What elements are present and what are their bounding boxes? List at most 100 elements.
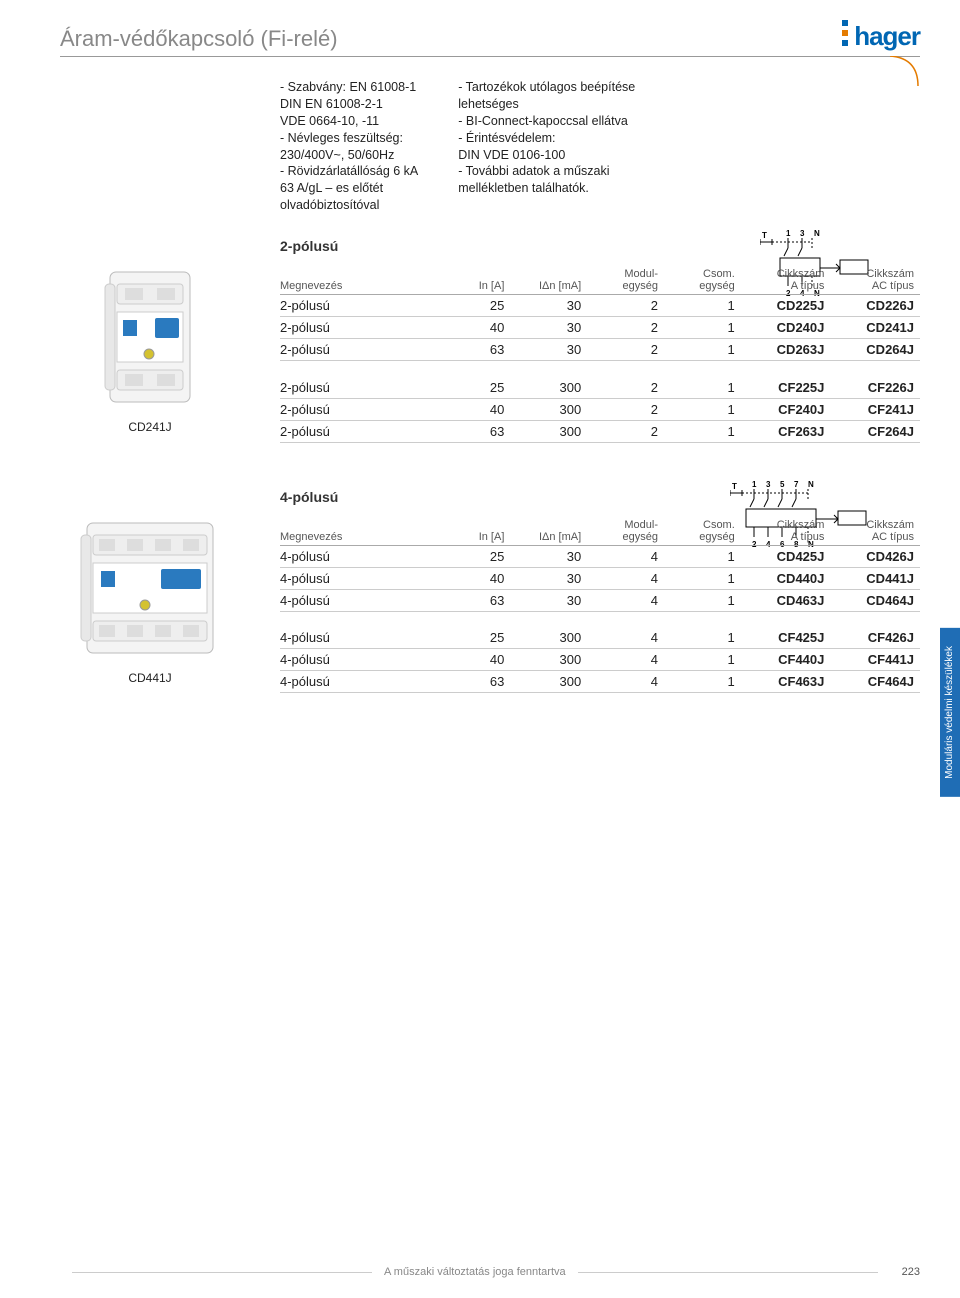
spec-item: - Szabvány: EN 61008-1: [280, 79, 418, 96]
column-header: CikkszámA típus: [741, 515, 831, 546]
svg-text:7: 7: [794, 480, 799, 489]
table-row: 2-pólusú403021CD240JCD241J: [280, 317, 920, 339]
table-cell: CF441J: [830, 649, 920, 671]
table-cell: CD264J: [830, 339, 920, 361]
table-cell: 2-pólusú: [280, 317, 446, 339]
column-header: IΔn [mA]: [510, 515, 587, 546]
footer-text: A műszaki változtatás joga fenntartva: [384, 1266, 566, 1278]
table-cell: 300: [510, 649, 587, 671]
table-cell: 2: [587, 377, 664, 399]
table-cell: CF440J: [741, 649, 831, 671]
table-row: 2-pólusú633021CD263JCD264J: [280, 339, 920, 361]
specs-block: - Szabvány: EN 61008-1 DIN EN 61008-2-1 …: [60, 69, 920, 224]
column-header: CikkszámA típus: [741, 264, 831, 295]
table-cell: 2: [587, 295, 664, 317]
table-cell: 2: [587, 398, 664, 420]
logo-dot: [842, 40, 848, 46]
table-cell: 1: [664, 295, 741, 317]
table-cell: CD464J: [830, 589, 920, 611]
table-cell: 2: [587, 339, 664, 361]
table-cell: 25: [446, 377, 510, 399]
table-row: 4-pólusú633041CD463JCD464J: [280, 589, 920, 611]
table-cell: 25: [446, 295, 510, 317]
table-cell: 4: [587, 567, 664, 589]
product-image-2p: CD241J: [60, 264, 240, 434]
spec-item: - Érintésvédelem:: [458, 130, 635, 147]
table-cell: 30: [510, 545, 587, 567]
column-header: In [A]: [446, 515, 510, 546]
table-cell: 30: [510, 295, 587, 317]
table-cell: CD441J: [830, 567, 920, 589]
svg-text:1: 1: [786, 229, 791, 238]
table-cell: CD263J: [741, 339, 831, 361]
table-cell: 300: [510, 627, 587, 649]
table-cell: CF426J: [830, 627, 920, 649]
logo-dot: [842, 20, 848, 26]
table-cell: 40: [446, 649, 510, 671]
spec-item: - További adatok a műszaki: [458, 163, 635, 180]
table-cell: CF225J: [741, 377, 831, 399]
column-header: Csom.egység: [664, 264, 741, 295]
table-cell: 63: [446, 671, 510, 693]
table-cell: 4: [587, 671, 664, 693]
table-cell: 63: [446, 339, 510, 361]
page-footer: A műszaki változtatás joga fenntartva 22…: [60, 1266, 920, 1278]
column-header: IΔn [mA]: [510, 264, 587, 295]
table-cell: CF240J: [741, 398, 831, 420]
table-cell: 300: [510, 377, 587, 399]
page-title: Áram-védőkapcsoló (Fi-relé): [60, 26, 338, 52]
section-4p-header: 4-pólusú T 1 3 5 7 N 2 4 6 8: [60, 483, 920, 511]
table-cell: 2: [587, 317, 664, 339]
svg-text:N: N: [808, 480, 814, 489]
table-gap: [280, 611, 920, 627]
table-cell: 2-pólusú: [280, 339, 446, 361]
table-cell: 4-pólusú: [280, 589, 446, 611]
table-cell: 4: [587, 589, 664, 611]
table-cell: 40: [446, 398, 510, 420]
table-row: 2-pólusú253021CD225JCD226J: [280, 295, 920, 317]
table-cell: CF226J: [830, 377, 920, 399]
table-cell: 300: [510, 420, 587, 442]
svg-text:T: T: [762, 231, 767, 240]
table-cell: CF464J: [830, 671, 920, 693]
table-cell: CF425J: [741, 627, 831, 649]
table-cell: 1: [664, 671, 741, 693]
table-cell: 30: [510, 567, 587, 589]
brand-name: hager: [854, 21, 920, 52]
spec-item: DIN VDE 0106-100: [458, 147, 635, 164]
product-label-2p: CD241J: [128, 420, 171, 434]
svg-text:N: N: [814, 229, 820, 238]
table-cell: 63: [446, 589, 510, 611]
side-tab: Moduláris védelmi készülékek: [940, 628, 960, 797]
spec-item: lehetséges: [458, 96, 635, 113]
column-header: Modul-egység: [587, 515, 664, 546]
table-cell: 30: [510, 589, 587, 611]
section-4p-label: 4-pólusú: [280, 489, 338, 505]
table-cell: 1: [664, 377, 741, 399]
table-cell: CD241J: [830, 317, 920, 339]
section-2p-header: 2-pólusú T 1 3 N 2 4 N: [60, 232, 920, 260]
logo-dot: [842, 30, 848, 36]
table-cell: 300: [510, 398, 587, 420]
table-cell: 1: [664, 627, 741, 649]
table-row: 4-pólusú2530041CF425JCF426J: [280, 627, 920, 649]
spec-item: 63 A/gL – es előtét: [280, 180, 418, 197]
table-cell: 2-pólusú: [280, 295, 446, 317]
table-cell: CF263J: [741, 420, 831, 442]
table-cell: 4: [587, 627, 664, 649]
table-cell: 2-pólusú: [280, 377, 446, 399]
spec-item: 230/400V~, 50/60Hz: [280, 147, 418, 164]
table-2p: MegnevezésIn [A]IΔn [mA]Modul-egységCsom…: [280, 264, 920, 443]
specs-left: - Szabvány: EN 61008-1 DIN EN 61008-2-1 …: [280, 79, 418, 214]
svg-text:3: 3: [766, 480, 771, 489]
table-row: 2-pólusú2530021CF225JCF226J: [280, 377, 920, 399]
table-cell: 63: [446, 420, 510, 442]
specs-right: - Tartozékok utólagos beépítése lehetség…: [458, 79, 635, 214]
table-cell: 30: [510, 339, 587, 361]
table-gap: [280, 361, 920, 377]
table-cell: 2: [587, 420, 664, 442]
svg-text:T: T: [732, 482, 737, 491]
column-header: In [A]: [446, 264, 510, 295]
table-cell: 4-pólusú: [280, 649, 446, 671]
table-cell: 40: [446, 567, 510, 589]
